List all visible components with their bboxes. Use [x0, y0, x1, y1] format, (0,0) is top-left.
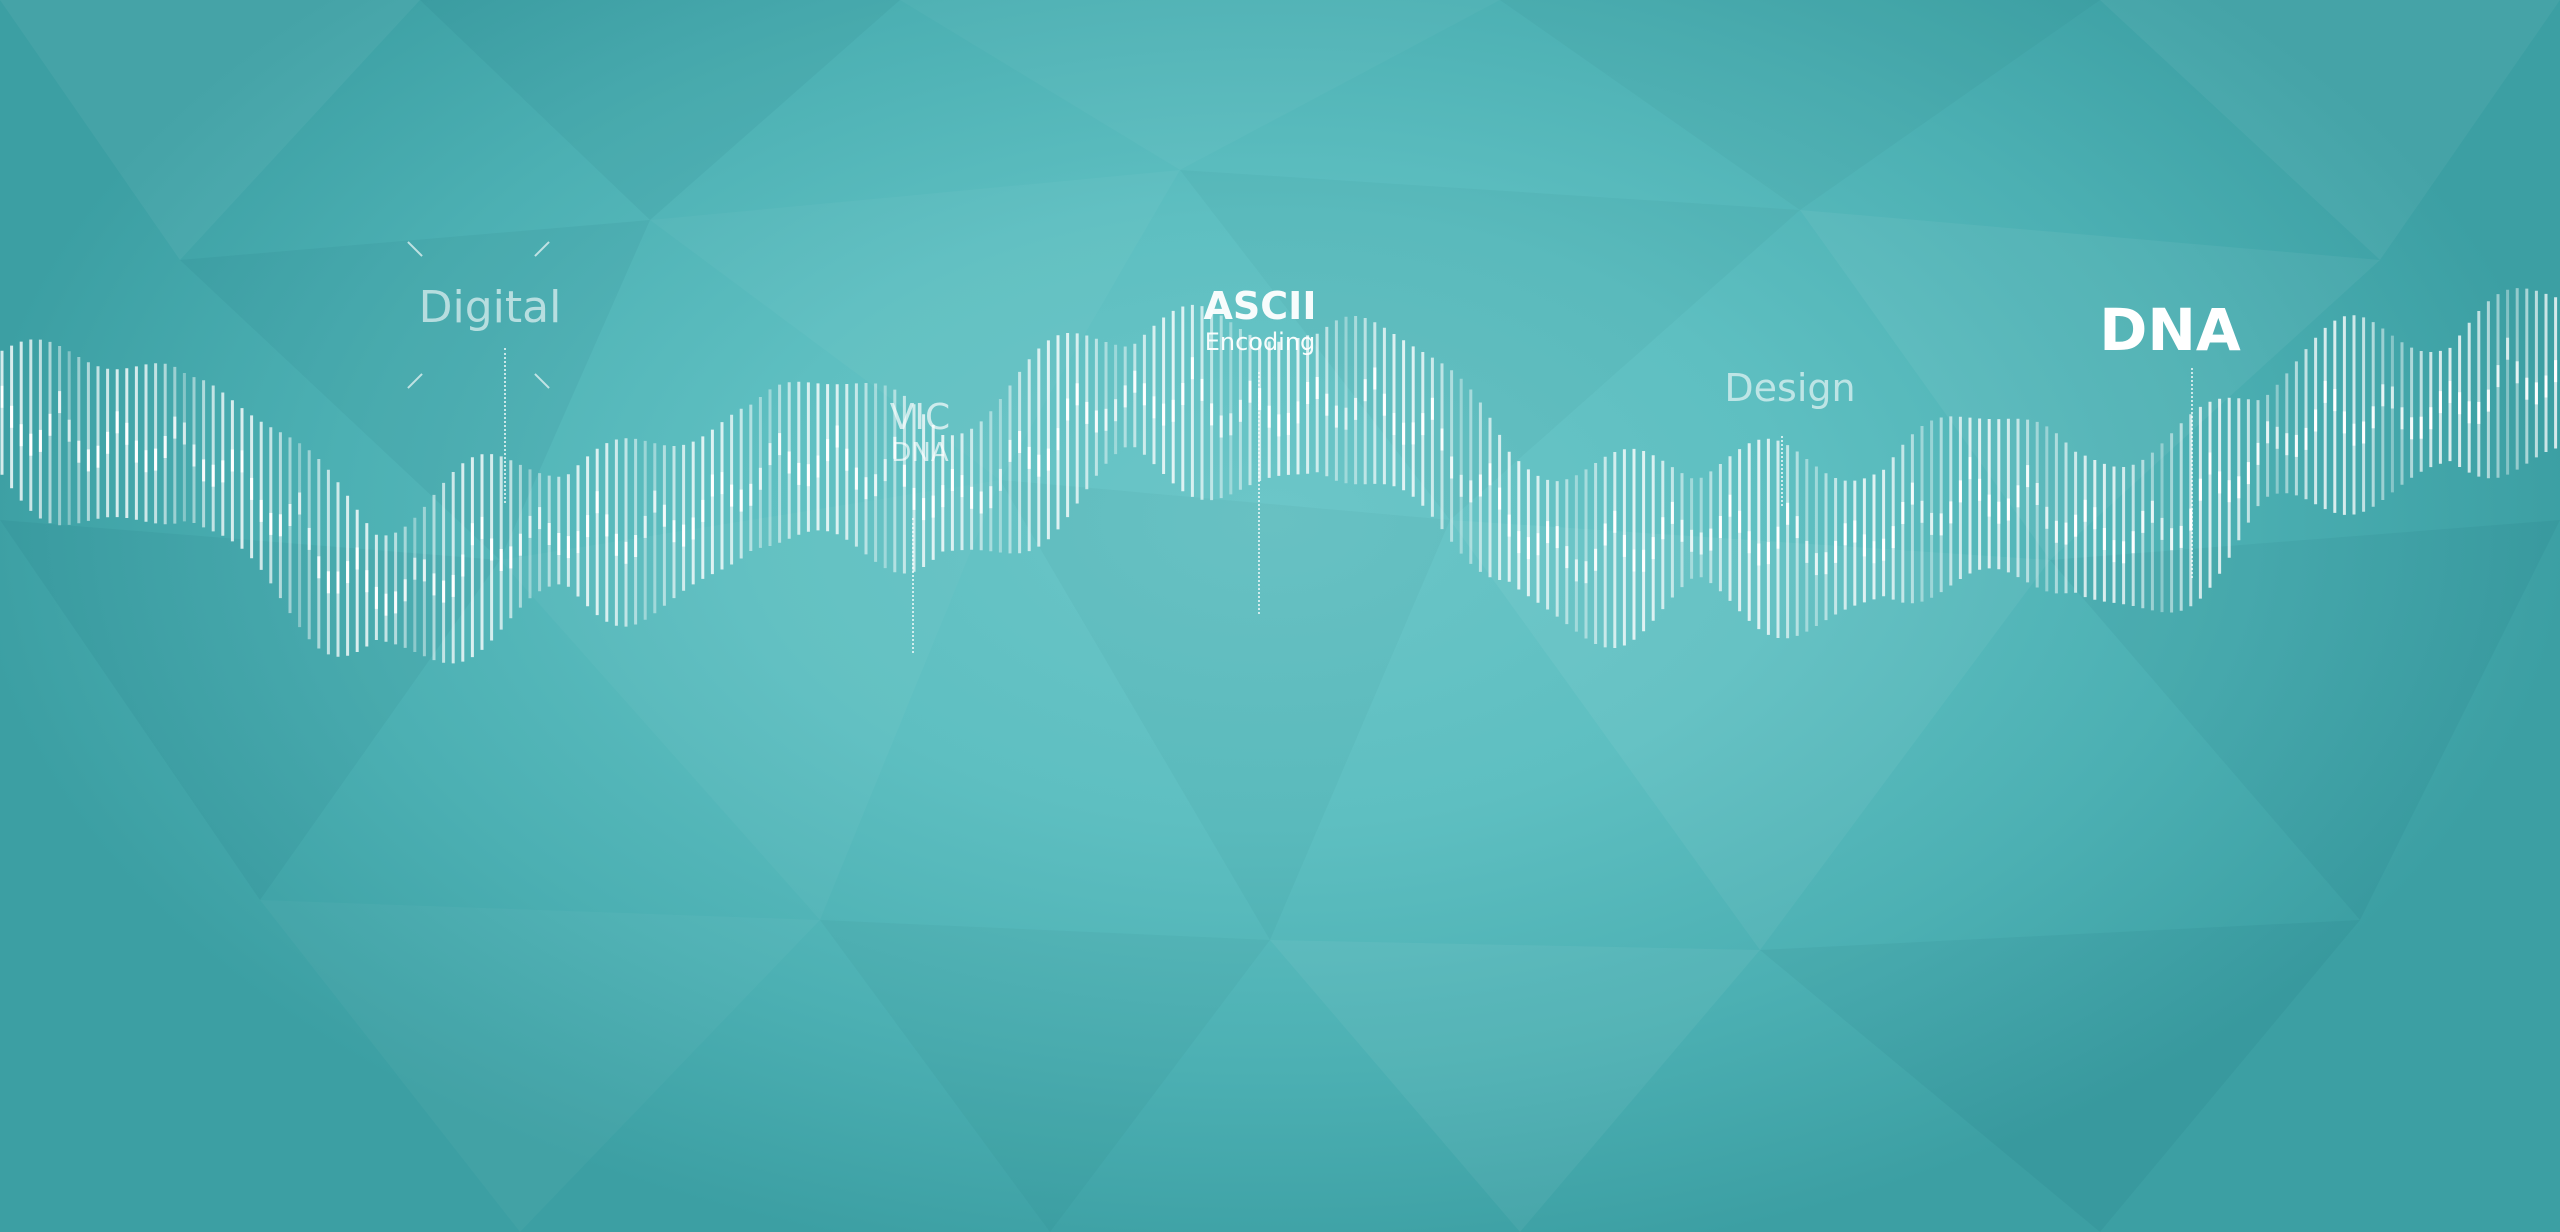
label-digital: Digital — [400, 282, 580, 333]
background-facet — [2050, 520, 2560, 920]
label-vic-sub-text: DNA — [891, 438, 949, 468]
label-dna-text: DNA — [2099, 296, 2241, 364]
background-facet — [1270, 940, 1760, 1232]
background-facet — [1450, 520, 2050, 950]
connector-line — [1258, 372, 1260, 614]
label-vic-text: VIC — [889, 397, 951, 438]
label-dna: DNA — [2090, 296, 2250, 364]
connector-line — [912, 518, 914, 653]
connector-line — [2191, 368, 2193, 578]
label-design-text: Design — [1724, 366, 1856, 410]
background-facet — [420, 0, 900, 220]
label-ascii-encoding: ASCII Encoding — [1180, 284, 1340, 356]
connector-line — [504, 348, 506, 503]
connector-line — [1781, 436, 1783, 506]
label-ascii-text: ASCII — [1203, 284, 1317, 328]
label-vic-dna: VIC DNA — [860, 397, 980, 469]
background-facet — [1760, 920, 2360, 1232]
label-encoding-text: Encoding — [1204, 328, 1316, 356]
background-facet — [0, 0, 420, 260]
background-facet — [1800, 210, 2380, 560]
background-facet — [180, 220, 650, 560]
background-facet — [2100, 0, 2560, 260]
label-digital-text: Digital — [418, 282, 562, 333]
label-design: Design — [1700, 366, 1880, 410]
